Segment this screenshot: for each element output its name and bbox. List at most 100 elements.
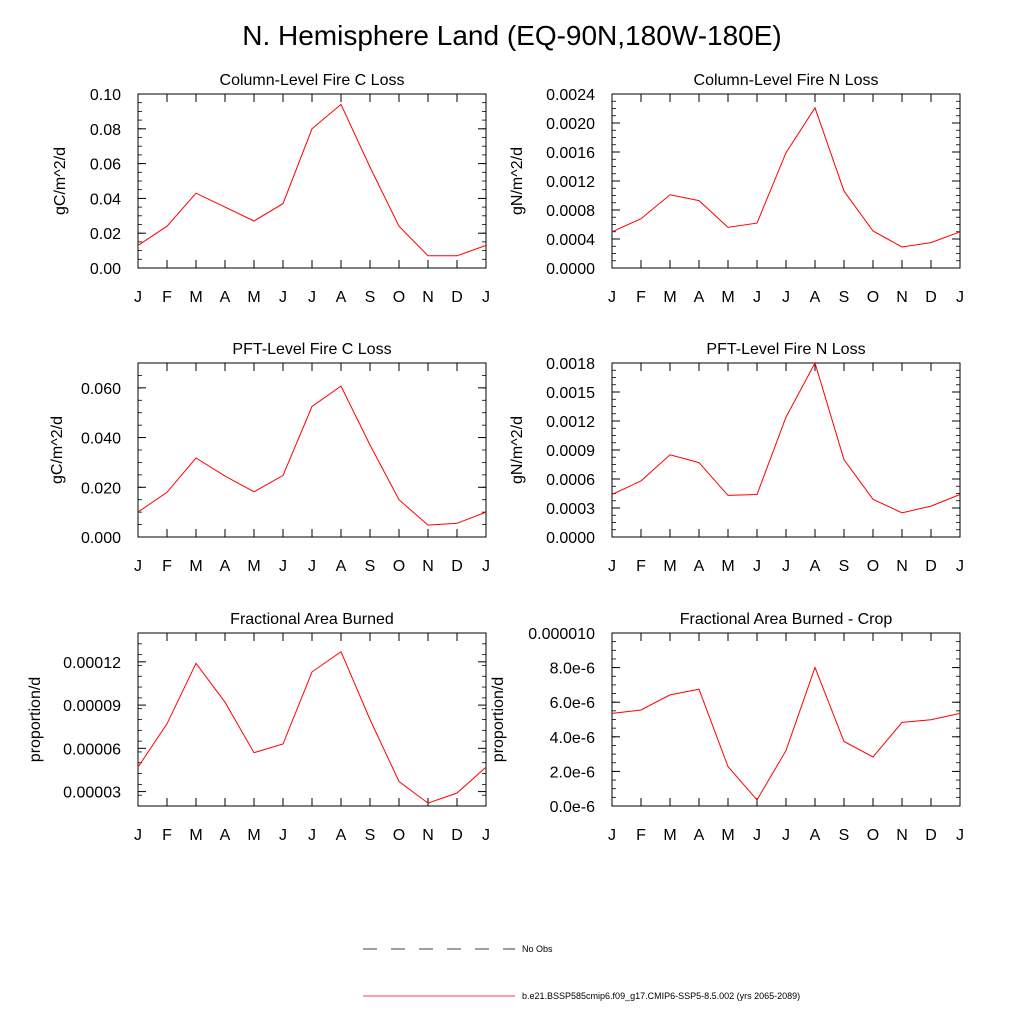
x-tick-label: N — [422, 289, 434, 306]
y-tick-label: 0.020 — [81, 480, 121, 497]
y-tick-label: 0.060 — [81, 381, 121, 398]
x-tick-label: D — [451, 827, 463, 844]
panel-title: PFT-Level Fire N Loss — [706, 341, 865, 358]
x-tick-label: J — [608, 289, 616, 306]
x-tick-label: F — [162, 827, 172, 844]
x-tick-label: J — [134, 558, 142, 575]
x-tick-label: J — [956, 289, 964, 306]
x-tick-label: N — [896, 558, 908, 575]
page-title: N. Hemisphere Land (EQ-90N,180W-180E) — [242, 20, 782, 51]
x-tick-label: O — [867, 289, 879, 306]
x-tick-label: A — [810, 827, 821, 844]
series-line — [611, 106, 961, 248]
y-axis-label: proportion/d — [27, 677, 44, 762]
y-axis-label: gC/m^2/d — [52, 147, 69, 215]
panel-title: PFT-Level Fire C Loss — [232, 341, 391, 358]
x-tick-label: M — [721, 558, 734, 575]
x-tick-label: O — [393, 558, 405, 575]
y-tick-label: 2.0e-6 — [550, 764, 595, 781]
y-tick-label: 0.00003 — [63, 785, 121, 802]
x-tick-label: A — [220, 827, 231, 844]
x-tick-label: S — [839, 558, 850, 575]
x-tick-label: J — [134, 289, 142, 306]
y-tick-label: 0.00 — [90, 261, 121, 278]
series-line — [611, 665, 961, 801]
x-tick-label: A — [336, 827, 347, 844]
x-tick-label: A — [336, 558, 347, 575]
panel-title: Column-Level Fire C Loss — [220, 72, 405, 89]
x-tick-label: J — [308, 289, 316, 306]
y-tick-label: 0.10 — [90, 87, 121, 104]
x-tick-label: A — [220, 558, 231, 575]
x-tick-label: J — [279, 558, 287, 575]
y-tick-label: 0.06 — [90, 157, 121, 174]
x-tick-label: O — [393, 827, 405, 844]
y-tick-label: 0.0008 — [546, 203, 595, 220]
y-tick-label: 0.00006 — [63, 741, 121, 758]
x-tick-label: J — [482, 827, 490, 844]
x-tick-label: S — [365, 827, 376, 844]
legend — [363, 948, 515, 997]
x-tick-label: M — [189, 827, 202, 844]
panel-title: Fractional Area Burned - Crop — [680, 611, 893, 628]
x-tick-label: N — [896, 289, 908, 306]
y-tick-label: 0.0003 — [546, 501, 595, 518]
y-tick-label: 0.00012 — [63, 655, 121, 672]
x-tick-label: J — [308, 558, 316, 575]
x-tick-label: M — [663, 289, 676, 306]
x-tick-label: M — [189, 289, 202, 306]
plot-frame — [611, 632, 961, 807]
panel-title: Column-Level Fire N Loss — [694, 72, 879, 89]
y-tick-label: 0.02 — [90, 226, 121, 243]
x-tick-label: S — [839, 289, 850, 306]
plot-frame — [137, 632, 487, 807]
y-tick-label: 0.0024 — [546, 87, 595, 104]
y-tick-label: 0.040 — [81, 431, 121, 448]
plot-frame — [137, 93, 487, 269]
x-tick-label: D — [925, 827, 937, 844]
x-tick-label: D — [925, 289, 937, 306]
x-tick-label: F — [636, 558, 646, 575]
y-tick-label: 0.0004 — [546, 232, 595, 249]
x-tick-label: F — [162, 558, 172, 575]
x-tick-label: J — [279, 827, 287, 844]
series-line — [611, 361, 961, 514]
y-axis-label: proportion/d — [490, 677, 507, 762]
x-tick-label: F — [636, 827, 646, 844]
x-tick-label: A — [694, 558, 705, 575]
x-tick-label: M — [247, 827, 260, 844]
y-tick-label: 0.00009 — [63, 698, 121, 715]
x-tick-label: S — [365, 558, 376, 575]
y-tick-label: 0.000010 — [528, 626, 595, 643]
x-tick-label: A — [810, 558, 821, 575]
x-tick-label: J — [956, 558, 964, 575]
x-tick-label: M — [663, 558, 676, 575]
y-tick-label: 0.0018 — [546, 356, 595, 373]
x-tick-label: N — [422, 827, 434, 844]
x-tick-label: N — [896, 827, 908, 844]
y-tick-label: 0.000 — [81, 530, 121, 547]
x-tick-label: F — [162, 289, 172, 306]
x-tick-label: O — [867, 558, 879, 575]
y-tick-label: 0.0e-6 — [550, 799, 595, 816]
x-tick-label: J — [753, 827, 761, 844]
y-tick-label: 0.0006 — [546, 472, 595, 489]
y-tick-label: 8.0e-6 — [550, 661, 595, 678]
legend-label-model: b.e21.BSSP585cmip6.f09_g17.CMIP6-SSP5-8.… — [522, 991, 801, 1001]
x-tick-label: A — [694, 827, 705, 844]
y-tick-label: 4.0e-6 — [550, 730, 595, 747]
y-tick-label: 0.0009 — [546, 443, 595, 460]
y-axis-label: gC/m^2/d — [49, 416, 66, 484]
y-tick-label: 0.08 — [90, 122, 121, 139]
x-tick-label: M — [247, 558, 260, 575]
y-tick-label: 0.0012 — [546, 414, 595, 431]
x-tick-label: D — [451, 558, 463, 575]
y-tick-label: 0.0020 — [546, 116, 595, 133]
series-line — [137, 385, 487, 526]
y-tick-label: 0.0015 — [546, 385, 595, 402]
x-tick-label: J — [482, 558, 490, 575]
y-tick-label: 0.0000 — [546, 261, 595, 278]
panel-title: Fractional Area Burned — [230, 611, 394, 628]
x-tick-label: M — [663, 827, 676, 844]
